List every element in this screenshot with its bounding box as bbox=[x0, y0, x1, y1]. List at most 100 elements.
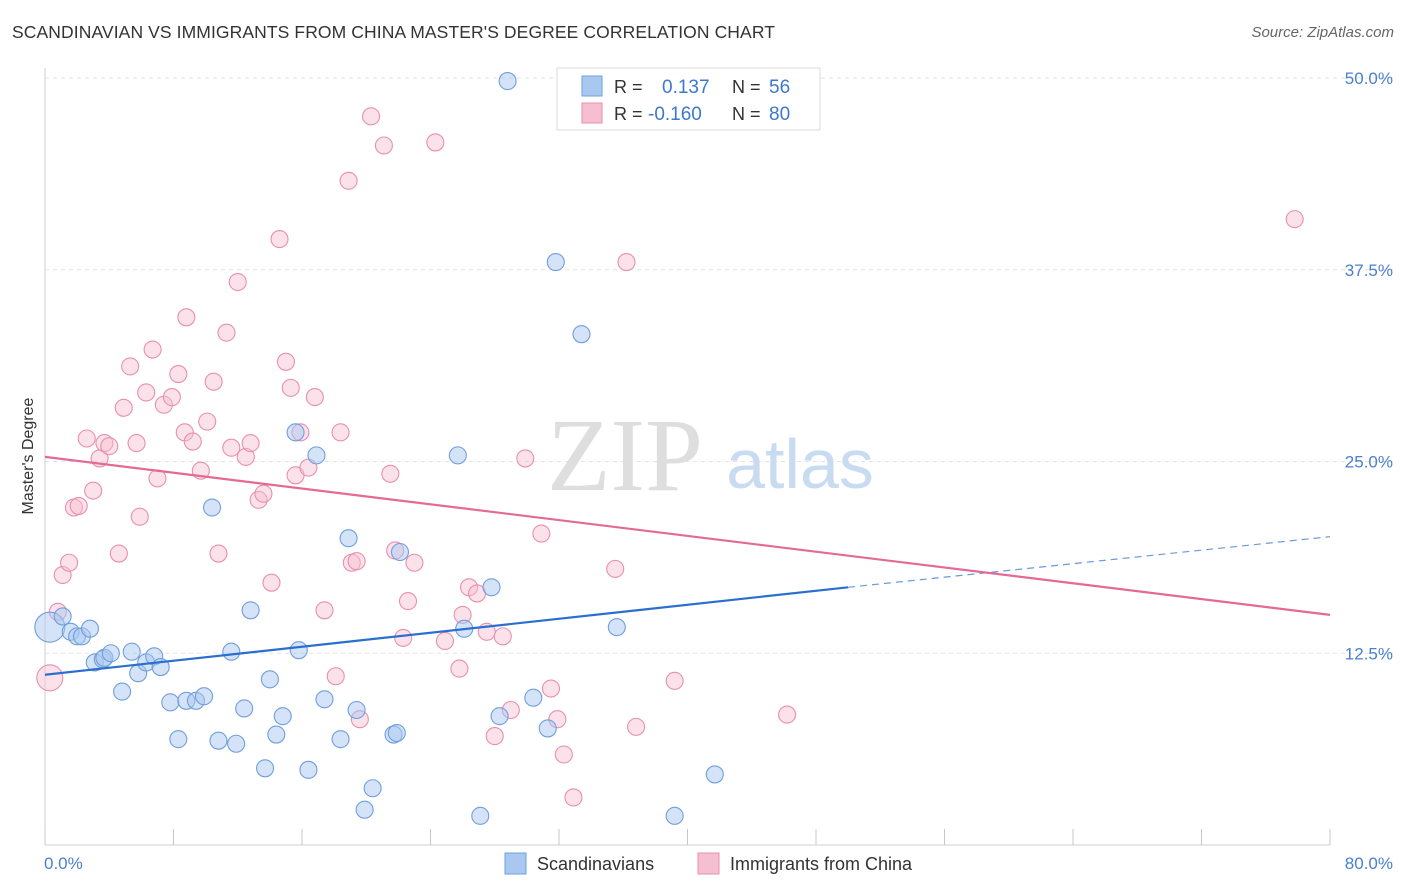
point-immigrants-from-china bbox=[137, 383, 156, 402]
point-scandinavians bbox=[363, 779, 382, 798]
point-immigrants-from-china bbox=[665, 671, 684, 690]
point-scandinavians bbox=[289, 641, 308, 660]
point-scandinavians bbox=[273, 707, 292, 726]
point-scandinavians bbox=[665, 806, 684, 825]
point-immigrants-from-china bbox=[435, 631, 455, 651]
legend-swatch-blue bbox=[581, 75, 603, 97]
point-scandinavians bbox=[347, 700, 366, 720]
point-immigrants-from-china bbox=[254, 484, 273, 503]
point-scandinavians bbox=[267, 725, 286, 744]
point-immigrants-from-china bbox=[374, 136, 393, 155]
point-immigrants-from-china bbox=[326, 667, 345, 686]
tick-labels: 12.5% 25.0% 37.5% 50.0% 0.0% 80.0% bbox=[44, 69, 1393, 873]
point-immigrants-from-china bbox=[130, 507, 149, 526]
point-immigrants-from-china bbox=[209, 544, 228, 563]
legend-n-label-2: N = bbox=[732, 104, 761, 124]
point-scandinavians bbox=[235, 699, 254, 718]
point-scandinavians bbox=[53, 607, 72, 626]
point-scandinavians bbox=[390, 542, 410, 562]
legend-r-value-2: -0.160 bbox=[648, 104, 702, 125]
point-immigrants-from-china bbox=[339, 171, 358, 190]
point-scandinavians bbox=[572, 325, 591, 344]
point-immigrants-from-china bbox=[127, 434, 146, 453]
point-immigrants-from-china bbox=[69, 496, 88, 516]
point-immigrants-from-china bbox=[305, 388, 324, 407]
legend-n-value-1: 56 bbox=[769, 77, 790, 98]
point-scandinavians bbox=[498, 72, 517, 91]
y-tick-label-0: 12.5% bbox=[1345, 644, 1393, 663]
legend-swatch-scandinavians bbox=[504, 852, 527, 875]
point-scandinavians bbox=[80, 619, 100, 638]
stats-legend: R = 0.137 N = 56 R = -0.160 N = 80 bbox=[556, 67, 821, 131]
axes bbox=[44, 68, 1331, 846]
point-scandinavians bbox=[286, 423, 305, 442]
point-immigrants-from-china bbox=[381, 464, 400, 483]
point-immigrants-from-china bbox=[331, 423, 350, 442]
y-tick-label-3: 50.0% bbox=[1345, 69, 1393, 88]
point-immigrants-from-china bbox=[236, 447, 255, 466]
watermark-atlas: atlas bbox=[726, 425, 874, 503]
point-immigrants-from-china bbox=[405, 553, 424, 572]
point-immigrants-from-china bbox=[516, 449, 535, 468]
trend-line-scandinavians bbox=[44, 586, 849, 676]
point-immigrants-from-china bbox=[84, 481, 103, 500]
point-immigrants-from-china bbox=[143, 340, 162, 359]
point-scandinavians bbox=[101, 644, 120, 663]
point-immigrants-from-china bbox=[627, 717, 646, 736]
trend-line-immigrants-from-china bbox=[44, 455, 1331, 616]
point-immigrants-from-china bbox=[554, 745, 573, 764]
point-scandinavians bbox=[122, 642, 141, 661]
point-immigrants-from-china bbox=[36, 664, 64, 692]
point-scandinavians bbox=[113, 682, 132, 701]
point-scandinavians bbox=[256, 759, 275, 778]
point-scandinavians bbox=[538, 719, 557, 738]
point-immigrants-from-china bbox=[162, 388, 181, 407]
legend-swatch-immigrants-from-china bbox=[697, 852, 720, 875]
point-immigrants-from-china bbox=[606, 559, 625, 578]
legend-r-value-1: 0.137 bbox=[662, 77, 710, 98]
point-scandinavians bbox=[448, 446, 467, 465]
point-immigrants-from-china bbox=[532, 524, 551, 543]
trend-lines bbox=[44, 455, 1331, 676]
point-immigrants-from-china bbox=[121, 357, 140, 376]
point-immigrants-from-china bbox=[262, 573, 281, 592]
x-tick-label-1: 80.0% bbox=[1345, 854, 1393, 873]
point-immigrants-from-china bbox=[270, 230, 289, 249]
point-scandinavians bbox=[307, 446, 326, 465]
point-immigrants-from-china bbox=[394, 628, 413, 647]
point-scandinavians bbox=[471, 806, 490, 825]
point-immigrants-from-china bbox=[541, 679, 561, 698]
point-scandinavians bbox=[222, 642, 241, 661]
y-tick-label-1: 25.0% bbox=[1345, 453, 1393, 472]
point-immigrants-from-china bbox=[362, 107, 381, 126]
series-immigrants-from-china bbox=[36, 107, 1304, 807]
point-scandinavians bbox=[194, 687, 214, 706]
grid-lines bbox=[45, 77, 1393, 654]
point-scandinavians bbox=[203, 498, 222, 517]
point-scandinavians bbox=[339, 529, 358, 548]
point-immigrants-from-china bbox=[241, 434, 260, 453]
point-immigrants-from-china bbox=[485, 727, 504, 746]
point-scandinavians bbox=[355, 800, 374, 819]
point-scandinavians bbox=[209, 731, 228, 750]
point-immigrants-from-china bbox=[347, 552, 366, 571]
legend-n-value-2: 80 bbox=[769, 104, 790, 125]
point-immigrants-from-china bbox=[228, 272, 247, 292]
trend-line-scandinavians-extension bbox=[848, 536, 1331, 588]
point-scandinavians bbox=[524, 688, 543, 707]
legend-swatch-pink bbox=[581, 102, 603, 124]
point-immigrants-from-china bbox=[204, 372, 223, 391]
y-tick-label-2: 37.5% bbox=[1345, 261, 1393, 280]
point-scandinavians bbox=[607, 618, 626, 637]
y-axis-label: Master's Degree bbox=[20, 397, 37, 514]
point-immigrants-from-china bbox=[60, 553, 79, 572]
point-scandinavians bbox=[482, 578, 501, 597]
legend-n-label-1: N = bbox=[732, 77, 761, 97]
legend-r-label-2: R = bbox=[614, 104, 643, 124]
x-tick-label-0: 0.0% bbox=[44, 854, 83, 873]
point-immigrants-from-china bbox=[183, 432, 202, 451]
point-immigrants-from-china bbox=[398, 592, 418, 611]
source-credit: Source: ZipAtlas.com bbox=[1251, 24, 1394, 41]
legend-label-scandinavians: Scandinavians bbox=[537, 854, 654, 874]
point-scandinavians bbox=[490, 707, 509, 726]
